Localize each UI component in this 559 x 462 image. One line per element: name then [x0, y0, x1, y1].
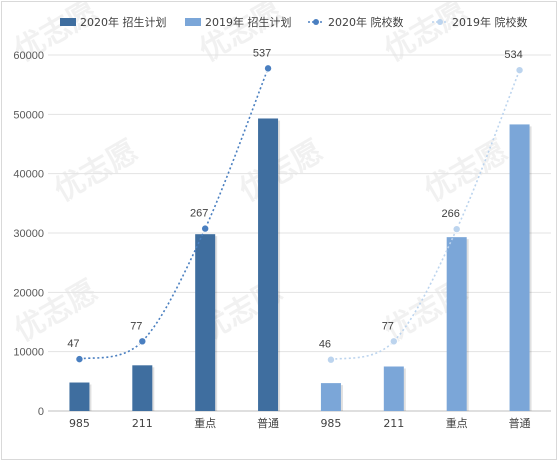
- series-line: [330, 69, 521, 361]
- legend-marker: [313, 19, 319, 25]
- legend-label: 2019年 招生计划: [205, 15, 292, 29]
- bar: [509, 124, 530, 412]
- x-tick-label: 重点: [194, 416, 216, 430]
- watermark-text: 优志愿: [49, 134, 144, 209]
- bar: [195, 234, 216, 411]
- data-label: 267: [190, 208, 208, 220]
- data-label: 534: [504, 49, 522, 61]
- x-tick-label: 普通: [257, 416, 279, 430]
- data-label: 77: [130, 320, 142, 332]
- data-label: 266: [442, 208, 460, 220]
- legend-swatch: [60, 18, 76, 26]
- line-marker: [326, 355, 335, 364]
- x-tick-label: 985: [320, 417, 341, 430]
- y-tick-label: 50000: [13, 109, 44, 121]
- data-label: 77: [382, 320, 394, 332]
- watermark-text: 优志愿: [419, 134, 514, 209]
- y-tick-label: 40000: [13, 169, 44, 181]
- x-tick-label: 普通: [509, 416, 531, 430]
- x-tick-label: 985: [69, 417, 90, 430]
- legend-swatch: [185, 18, 201, 26]
- watermark-text: 优志愿: [194, 2, 289, 69]
- watermark-text: 优志愿: [9, 274, 104, 349]
- line-marker: [75, 355, 84, 364]
- bar: [446, 237, 467, 411]
- watermark-text: 优志愿: [379, 2, 474, 69]
- watermark-text: 优志愿: [234, 134, 329, 209]
- data-label: 46: [319, 339, 331, 351]
- data-label: 47: [67, 338, 79, 350]
- line-marker: [515, 66, 524, 75]
- bar: [383, 366, 404, 411]
- bar: [69, 382, 90, 411]
- series-line: [79, 68, 269, 360]
- line-marker: [201, 224, 210, 233]
- y-tick-label: 10000: [13, 347, 44, 359]
- x-tick-label: 211: [383, 417, 404, 430]
- legend-label: 2020年 院校数: [328, 15, 404, 29]
- legend-marker: [437, 19, 443, 25]
- bar: [320, 383, 341, 411]
- legend-label: 2019年 院校数: [452, 15, 528, 29]
- line-marker: [138, 337, 147, 346]
- line-marker: [452, 225, 461, 234]
- line-marker: [389, 337, 398, 346]
- legend-label: 2020年 招生计划: [80, 15, 167, 29]
- y-tick-label: 30000: [13, 228, 44, 240]
- x-tick-label: 211: [132, 417, 153, 430]
- data-label: 537: [253, 47, 271, 59]
- y-tick-label: 20000: [13, 287, 44, 299]
- y-tick-label: 0: [38, 406, 44, 418]
- y-tick-label: 60000: [13, 50, 44, 62]
- bar: [132, 365, 153, 411]
- bar: [258, 118, 279, 411]
- x-tick-label: 重点: [446, 416, 468, 430]
- line-marker: [264, 64, 273, 73]
